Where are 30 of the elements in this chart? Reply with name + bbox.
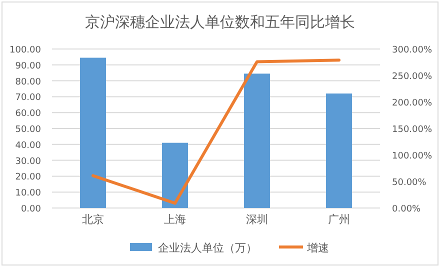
y2-tick-label: 100.00% (392, 152, 432, 162)
x-tick-label: 深圳 (246, 213, 268, 226)
x-tick-label: 广州 (328, 213, 350, 226)
chart-title: 京沪深穗企业法人单位数和五年同比增长 (85, 14, 355, 31)
bar (80, 58, 106, 208)
y2-tick-label: 50.00% (392, 178, 427, 188)
y-tick-label: 80.00 (15, 77, 42, 88)
y2-tick-label: 250.00% (392, 72, 432, 82)
y-tick-label: 100.00 (10, 46, 42, 56)
x-tick-label: 北京 (82, 213, 104, 226)
y2-tick-label: 300.00% (392, 46, 432, 56)
y2-tick-label: 200.00% (392, 98, 432, 108)
y-tick-label: 40.00 (15, 140, 42, 151)
y-tick-label: 70.00 (15, 93, 42, 104)
bar (326, 94, 352, 208)
bar (162, 142, 188, 208)
y2-tick-label: 0.00% (392, 204, 422, 214)
y-tick-label: 10.00 (15, 188, 42, 199)
y-tick-label: 60.00 (15, 109, 42, 120)
y-tick-label: 50.00 (15, 125, 42, 135)
y-tick-label: 90.00 (15, 61, 42, 72)
y-tick-label: 30.00 (15, 156, 42, 167)
bar (244, 74, 270, 208)
y2-tick-label: 150.00% (392, 125, 432, 135)
y-tick-label: 20.00 (15, 172, 42, 183)
x-tick-label: 上海 (164, 213, 186, 226)
y-tick-label: 0.00 (20, 204, 42, 214)
line-series (92, 58, 340, 205)
legend-label: 企业法人单位（万） (158, 242, 257, 254)
legend-label: 增速 (306, 242, 329, 254)
